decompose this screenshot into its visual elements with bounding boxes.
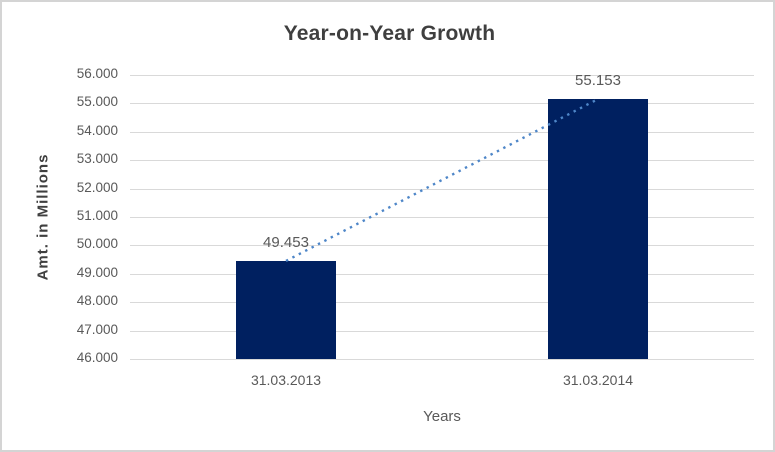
- y-tick-label: 55.000: [76, 94, 118, 110]
- y-gridline: [130, 273, 754, 275]
- y-gridline: [130, 75, 754, 76]
- chart-title: Year-on-Year Growth: [283, 22, 496, 45]
- y-gridline: [130, 160, 754, 162]
- y-tick-label: 49.000: [76, 264, 118, 280]
- y-tick-label: 50.000: [76, 236, 118, 252]
- bar: [548, 99, 648, 359]
- y-gridline: [130, 330, 754, 332]
- y-tick-label: 48.000: [76, 293, 118, 309]
- x-tick-label: 31.03.2013: [250, 372, 322, 388]
- y-tick-label: 46.000: [76, 350, 118, 365]
- y-tick-label: 47.000: [76, 321, 118, 337]
- bar: [236, 260, 336, 359]
- data-label: 49.453: [263, 233, 309, 251]
- y-gridline: [130, 103, 754, 105]
- y-tick-label: 51.000: [76, 208, 118, 223]
- y-tick-label: 53.000: [76, 151, 118, 167]
- x-tick-label: 31.03.2014: [562, 372, 634, 388]
- y-tick-label: 56.000: [76, 66, 118, 81]
- data-label: 55.153: [575, 72, 621, 90]
- y-gridline: [130, 131, 754, 133]
- x-axis-title: Years: [423, 408, 461, 425]
- y-gridline: [130, 188, 754, 190]
- y-gridline: [130, 217, 754, 218]
- y-tick-label: 52.000: [76, 179, 118, 195]
- y-tick-label: 54.000: [76, 122, 118, 138]
- y-gridline: [130, 359, 754, 360]
- y-gridline: [130, 302, 754, 304]
